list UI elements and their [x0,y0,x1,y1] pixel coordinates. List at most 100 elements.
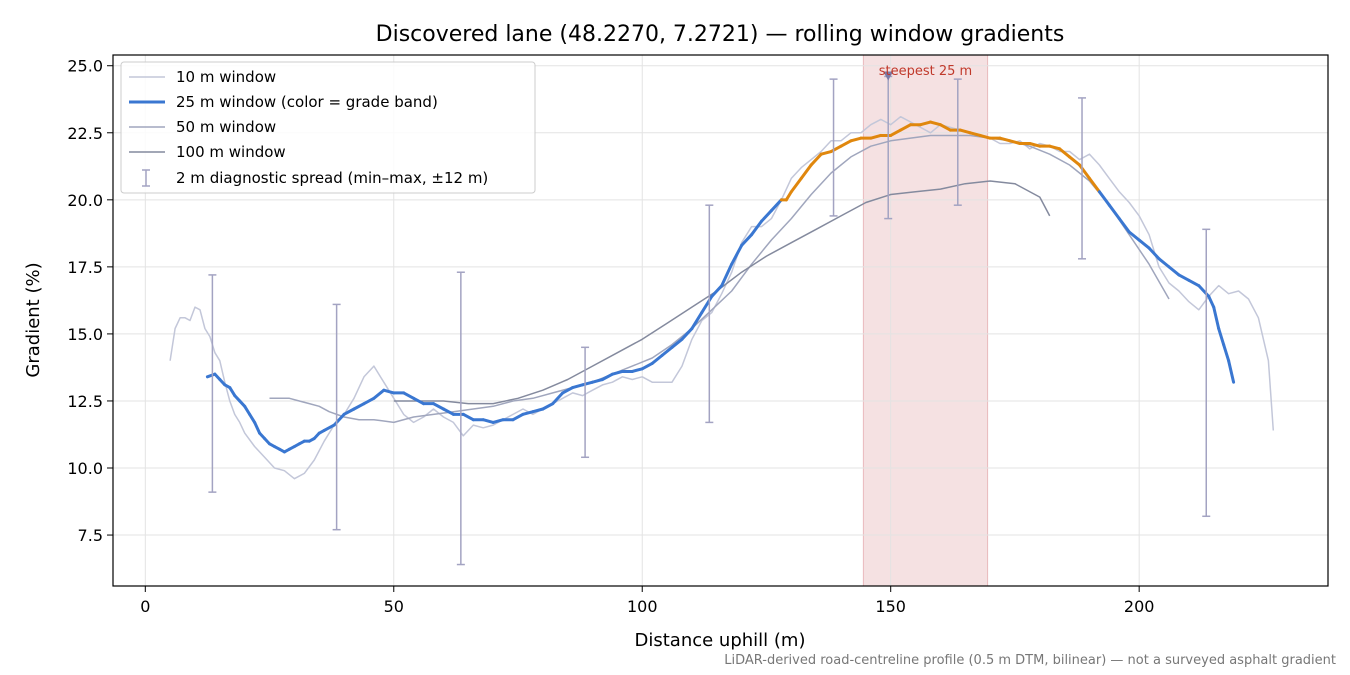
series-segment-25m [1222,343,1231,363]
series-segment-25m [1127,230,1141,242]
series-segment-25m [630,367,644,373]
series-segment-25m [402,391,416,400]
series-segment-25m [541,402,555,411]
series-segment-25m [1157,257,1171,269]
series-segment-25m-steep [1058,147,1072,159]
steepest-band [862,54,989,587]
series-segment-25m [1137,238,1151,250]
series-segment-25m [1187,278,1201,288]
series-segment-25m [591,378,604,384]
series-segment-25m [362,396,376,406]
series-segment-25m [243,404,252,416]
series-segment-25m [571,383,585,390]
series-segment-25m [750,219,763,237]
series-segment-25m-steep [968,131,982,137]
legend-label-50m: 50 m window [176,118,276,136]
series-segment-25m [248,412,257,424]
series-segment-25m-steep [869,133,883,140]
series-segment-25m-steep [849,136,863,143]
error-bar [1202,228,1211,518]
series-segment-25m-steep [789,176,803,194]
series-segment-25m [1097,190,1111,207]
series-segment-25m-steep [809,152,823,167]
x-axis-label: Distance uphill (m) [635,630,806,651]
legend-label-25m: 25 m window (color = grade band) [176,93,438,111]
x-tick-label: 150 [875,597,906,616]
error-bar [1078,97,1087,260]
series-segment-25m-steep [1008,139,1022,145]
series-segment-25m-steep [839,139,853,148]
series-segment-25m [561,386,575,395]
series-segment-25m-steep [919,120,932,127]
error-bar [456,271,465,566]
series-segment-25m [720,262,734,288]
series-segment-25m-steep [1028,142,1042,148]
steepest-marker [883,71,894,81]
series-segment-25m-steep [819,150,833,156]
series-segment-25m [610,369,624,376]
series-segment-25m [1227,359,1236,384]
series-segment-25m [1117,217,1131,234]
series-segment-25m-steep [799,163,813,180]
series-segment-25m [1177,273,1191,282]
series-segment-25m [640,361,654,371]
legend-swatch-errorbar [142,169,150,187]
y-axis-label: Gradient (%) [23,262,44,377]
series-segment-25m [769,198,783,213]
series-segment-25m-steep [1068,155,1082,167]
series-segment-25m [710,284,724,298]
series-segment-25m [730,243,744,266]
series-segment-25m-steep [829,144,843,154]
y-tick-label: 12.5 [67,392,103,411]
legend-label-10m: 10 m window [176,68,276,86]
series-line-10m [169,115,1275,480]
error-bar [332,303,341,531]
series-segment-25m [1107,203,1121,221]
series-segment-25m [1147,246,1161,261]
series-segment-25m [1197,284,1211,298]
series-segment-25m [253,420,262,435]
footnote: LiDAR-derived road-centreline profile (0… [724,653,1336,668]
series-segment-25m [680,327,694,341]
series-segment-25m [228,386,237,398]
chart-title: Discovered lane (48.2270, 7.2721) — roll… [376,22,1065,47]
series-line-100m [393,180,1051,405]
error-bar [953,78,962,206]
series-segment-25m [660,345,674,357]
error-bar [208,274,217,493]
series-segment-25m [332,412,346,427]
series-segment-25m [670,337,684,349]
series-segment-25m [372,388,386,400]
series-segment-25m-steep [784,190,793,202]
x-tick-label: 0 [140,597,150,616]
x-tick-label: 100 [627,597,658,616]
legend: 10 m window 25 m window (color = grade b… [120,61,536,194]
series-segment-25m [352,402,366,411]
series-segment-25m [551,391,565,406]
series-segment-25m [382,388,396,395]
y-tick-label: 10.0 [67,459,103,478]
y-tick-label: 22.5 [67,124,103,143]
series-segment-25m [432,402,445,411]
series-segment-25m-steep [1078,163,1091,180]
series-segment-25m-steep [978,133,992,140]
series-segment-25m [441,407,455,416]
series-segment-25m [461,412,475,422]
series-segment-25m [491,418,505,424]
legend-label-errorbar: 2 m diagnostic spread (min–max, ±12 m) [176,169,488,187]
legend-label-100m: 100 m window [176,143,286,161]
series-segment-25m [600,372,614,381]
series-segment-25m [412,396,426,406]
steepest-label: steepest 25 m [879,64,972,79]
series-segment-25m-steep [1087,176,1101,194]
series-segment-25m-steep [958,128,972,135]
series-segment-25m [342,407,356,416]
y-tick-label: 25.0 [67,57,103,76]
series-segment-25m [531,407,545,414]
series-segment-25m [740,233,754,247]
series-segment-25m [511,412,525,422]
series-segment-25m [1207,294,1216,309]
series-segment-25m-steep [1048,144,1062,151]
error-bar [829,78,838,217]
